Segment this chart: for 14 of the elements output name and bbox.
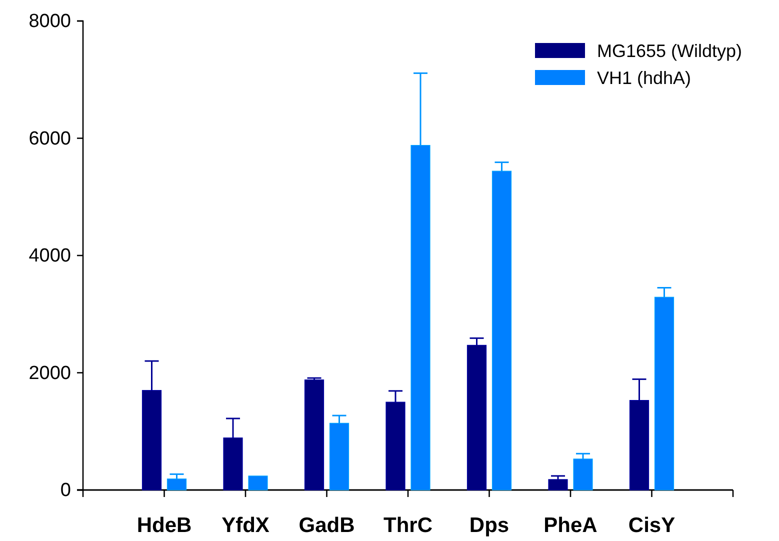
x-tick-label: CisY <box>628 514 676 537</box>
x-tick-label: HdeB <box>136 514 192 537</box>
x-tick-label: PheA <box>544 514 598 537</box>
x-tick-label: ThrC <box>384 514 432 537</box>
y-tick-label: 8000 <box>28 11 71 32</box>
x-tick-label: GadB <box>298 514 355 537</box>
y-tick-label: 4000 <box>28 246 71 267</box>
x-tick-label: Dps <box>469 514 510 537</box>
x-tick-label: YfdX <box>222 514 270 537</box>
y-tick-label: 2000 <box>28 362 71 384</box>
legend-label: MG1655 (Wildtyp) <box>597 41 742 61</box>
y-tick-label: 0 <box>60 480 71 502</box>
legend-label: VH1 (hdhA) <box>597 68 692 88</box>
y-tick-label: 6000 <box>28 128 71 150</box>
